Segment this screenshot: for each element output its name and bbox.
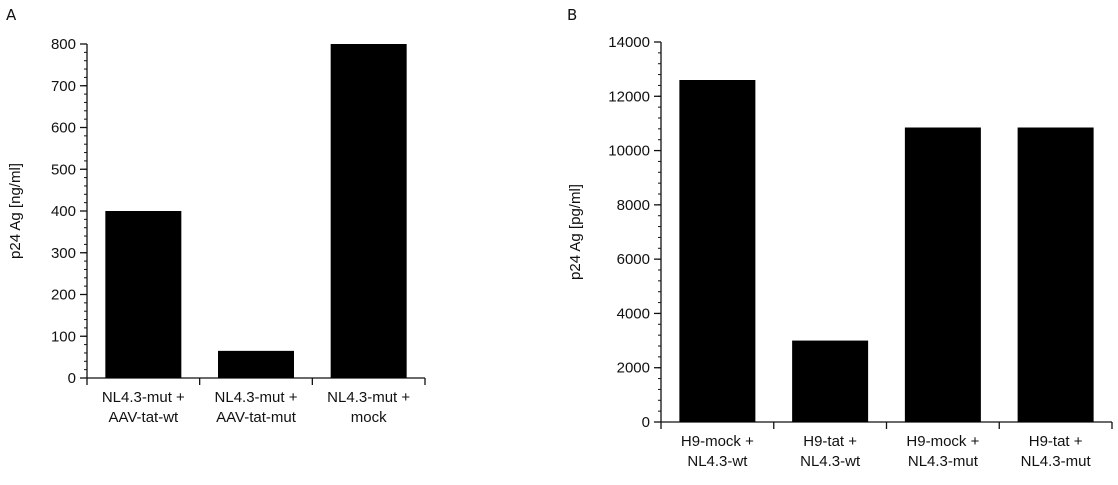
chart-1-category-label: NL4.3-mut bbox=[908, 453, 979, 470]
chart-0-category-label: NL4.3-mut + bbox=[102, 389, 185, 406]
chart-0-bar bbox=[218, 350, 294, 378]
panel-label-b: B bbox=[567, 6, 578, 24]
chart-panel-b: B 0 2000 4000 6000 8000 10000 12000 14000 H9-moc… bbox=[560, 0, 1118, 480]
chart-1-category-label: H9-mock + bbox=[681, 433, 754, 450]
chart-1-y-axis-title: p24 Ag [pg/ml] bbox=[567, 184, 584, 280]
chart-1-y-tick-label: 6000 bbox=[617, 251, 650, 268]
chart-panel-a: A 0 100 200 300 400 500 600 700 800 NL4.3-mut + AA… bbox=[0, 0, 560, 480]
chart-0-y-tick-label: 0 bbox=[68, 370, 76, 387]
chart-1-y-tick-label: 8000 bbox=[617, 197, 650, 214]
chart-1-category-label: NL4.3-wt bbox=[687, 453, 748, 470]
chart-0-y-tick-label: 800 bbox=[51, 36, 76, 53]
chart-0-y-tick-label: 400 bbox=[51, 203, 76, 220]
chart-1-category-label: H9-tat + bbox=[803, 433, 857, 450]
chart-0-y-tick-label: 600 bbox=[51, 120, 76, 137]
chart-1-category-label: H9-mock + bbox=[906, 433, 979, 450]
chart-0-bar bbox=[105, 211, 182, 378]
bar-chart-a: 0 100 200 300 400 500 600 700 800 NL4.3-mut + AAV-… bbox=[7, 36, 426, 426]
chart-0-y-tick-label: 700 bbox=[51, 78, 76, 95]
chart-1-bar bbox=[792, 340, 869, 422]
chart-0-category-label: AAV-tat-wt bbox=[108, 409, 179, 426]
chart-0-y-tick-label: 500 bbox=[51, 161, 76, 178]
chart-1-bar bbox=[904, 127, 981, 422]
chart-1-category-label: H9-tat + bbox=[1029, 433, 1083, 450]
chart-1-y-tick-label: 2000 bbox=[617, 360, 650, 377]
chart-0-bar bbox=[330, 44, 407, 378]
chart-1-y-tick-label: 10000 bbox=[608, 143, 650, 160]
chart-1-bar bbox=[1017, 127, 1094, 422]
bar-chart-b: 0 2000 4000 6000 8000 10000 12000 14000 H9-mock … bbox=[567, 34, 1113, 470]
chart-0-y-tick-label: 100 bbox=[51, 328, 76, 345]
chart-1-category-label: NL4.3-mut bbox=[1021, 453, 1092, 470]
chart-0-y-tick-label: 300 bbox=[51, 245, 76, 262]
chart-1-bar bbox=[679, 80, 756, 422]
chart-1-y-tick-label: 14000 bbox=[608, 34, 650, 51]
chart-0-category-label: mock bbox=[351, 409, 387, 426]
chart-0-category-label: NL4.3-mut + bbox=[215, 389, 298, 406]
chart-0-category-label: NL4.3-mut + bbox=[327, 389, 410, 406]
chart-0-category-label: AAV-tat-mut bbox=[216, 409, 297, 426]
chart-1-y-tick-label: 12000 bbox=[608, 88, 650, 105]
chart-1-y-tick-label: 4000 bbox=[617, 305, 650, 322]
chart-0-y-tick-label: 200 bbox=[51, 287, 76, 304]
chart-1-category-label: NL4.3-wt bbox=[800, 453, 861, 470]
chart-1-y-tick-label: 0 bbox=[642, 414, 650, 431]
panel-label-a: A bbox=[6, 6, 17, 24]
chart-0-y-axis-title: p24 Ag [ng/ml] bbox=[7, 163, 24, 259]
